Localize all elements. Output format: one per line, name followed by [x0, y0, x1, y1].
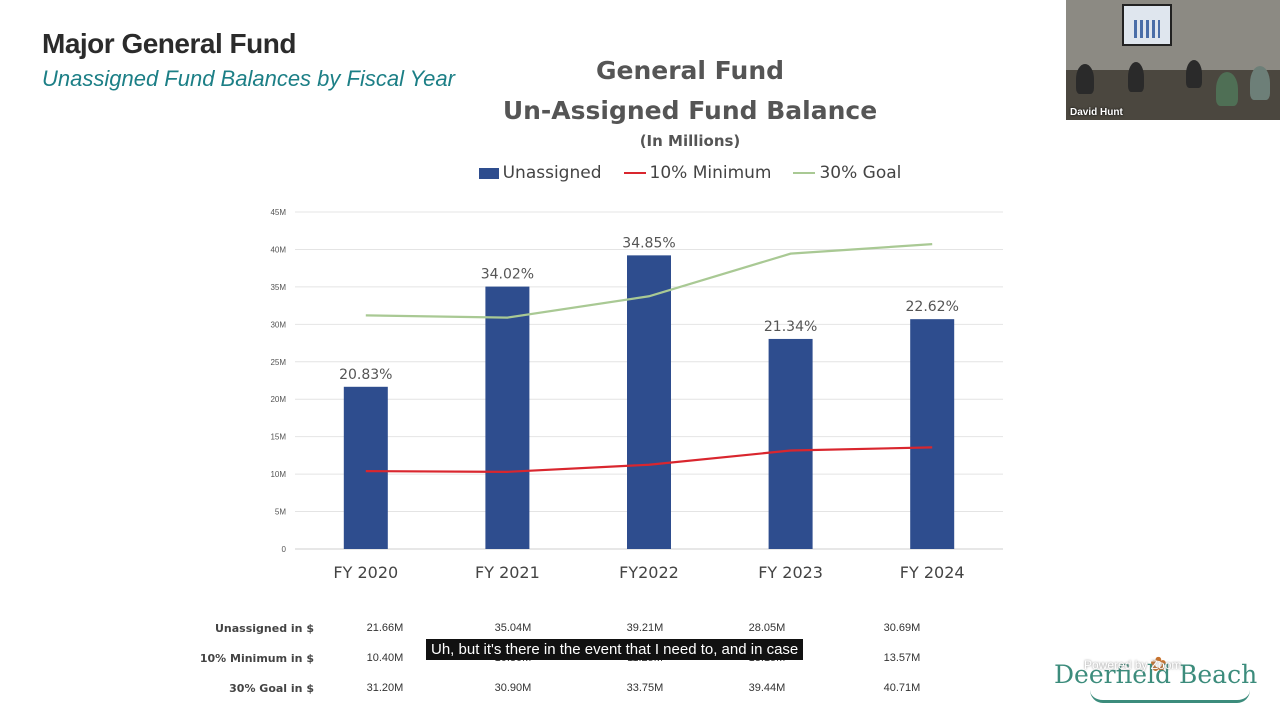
y-tick-label: 30M — [270, 320, 286, 329]
table-row: Unassigned in $ 21.66M 35.04M 39.21M 28.05M 3… — [180, 622, 1000, 642]
slide-title: Major General Fund — [42, 28, 296, 59]
x-tick-label: FY 2021 — [475, 563, 540, 582]
legend-item-minimum: 10% Minimum — [623, 163, 772, 183]
leaf-icon: ✿ — [1150, 654, 1167, 676]
table-row: 30% Goal in $ 31.20M 30.90M 33.75M 39.44M 40.… — [180, 682, 1000, 702]
deerfield-beach-logo: ✿ Deerfield Beach Powered by Zoom — [1050, 650, 1270, 710]
table-row-label: 30% Goal in $ — [229, 682, 314, 695]
video-thumbnail[interactable]: David Hunt — [1066, 0, 1280, 120]
logo-text: Deerfield Beach — [1054, 660, 1258, 689]
y-tick-label: 5M — [275, 508, 286, 517]
legend-swatch-line — [793, 172, 816, 174]
table-cell: 31.20M — [366, 682, 404, 694]
y-tick-label: 10M — [270, 470, 286, 479]
video-participant-name: David Hunt — [1070, 107, 1123, 118]
video-person — [1186, 60, 1202, 88]
legend-swatch-line — [623, 172, 646, 174]
bar-data-label: 34.85% — [622, 235, 675, 251]
caption-text: Uh, but it's there in the event that I n… — [426, 639, 804, 660]
legend-item-goal: 30% Goal — [793, 163, 901, 183]
chart-title-line2: Un-Assigned Fund Balance — [502, 96, 878, 125]
bar-unassigned — [768, 338, 813, 549]
bar-unassigned — [910, 319, 955, 549]
table-cell: 30.90M — [494, 682, 532, 694]
logo-swoosh — [1090, 690, 1250, 703]
video-screen — [1122, 4, 1172, 46]
table-cell: 39.44M — [748, 682, 786, 694]
table-cell: 39.21M — [626, 622, 664, 634]
table-cell: 28.05M — [748, 622, 786, 634]
table-row-label: Unassigned in $ — [214, 622, 314, 635]
y-tick-label: 0 — [282, 545, 287, 554]
video-floor — [1066, 70, 1280, 120]
y-tick-label: 15M — [270, 433, 286, 442]
legend-label: 30% Goal — [819, 163, 902, 183]
y-tick-label: 40M — [270, 245, 286, 254]
chart-title: General Fund — [595, 56, 785, 85]
video-person — [1128, 62, 1144, 92]
table-cell: 35.04M — [494, 622, 532, 634]
line-30-goal — [365, 243, 933, 319]
legend-label: 10% Minimum — [649, 163, 772, 183]
table-cell: 30.69M — [883, 622, 921, 634]
y-tick-label: 20M — [270, 395, 286, 404]
table-cell: 33.75M — [626, 682, 664, 694]
bar-unassigned — [343, 386, 388, 549]
video-person — [1250, 66, 1270, 100]
video-person — [1076, 64, 1094, 94]
video-wall — [1066, 0, 1280, 70]
x-tick-label: FY 2024 — [900, 563, 965, 582]
legend-swatch-bar — [478, 167, 499, 179]
table-cell: 40.71M — [883, 682, 921, 694]
bar-data-label: 20.83% — [339, 367, 392, 383]
slide-subtitle: Unassigned Fund Balances by Fiscal Year — [42, 66, 455, 91]
x-tick-label: FY2022 — [619, 563, 679, 582]
bar-data-label: 22.62% — [906, 299, 959, 315]
video-person — [1216, 72, 1238, 106]
chart-subtitle: (In Millions) — [639, 132, 741, 150]
legend-item-unassigned: Unassigned — [478, 163, 602, 183]
table-cell: 13.57M — [883, 652, 921, 664]
bar-data-label: 21.34% — [764, 319, 817, 335]
y-tick-label: 35M — [270, 283, 286, 292]
bar-unassigned — [627, 255, 671, 550]
table-row-label: 10% Minimum in $ — [199, 652, 314, 665]
y-tick-label: 45M — [270, 208, 286, 217]
y-tick-label: 25M — [270, 358, 286, 367]
line-10-minimum — [365, 446, 933, 473]
table-cell: 10.40M — [366, 652, 404, 664]
legend-label: Unassigned — [502, 163, 602, 183]
bar-data-label: 34.02% — [481, 267, 534, 283]
chart-legend: Unassigned 10% Minimum 30% Goal — [380, 163, 1000, 183]
bar-unassigned — [485, 286, 530, 549]
x-tick-label: FY 2020 — [333, 563, 398, 582]
powered-by-text: Powered by Zoom — [1084, 658, 1182, 672]
table-cell: 21.66M — [366, 622, 404, 634]
x-tick-label: FY 2023 — [758, 563, 823, 582]
